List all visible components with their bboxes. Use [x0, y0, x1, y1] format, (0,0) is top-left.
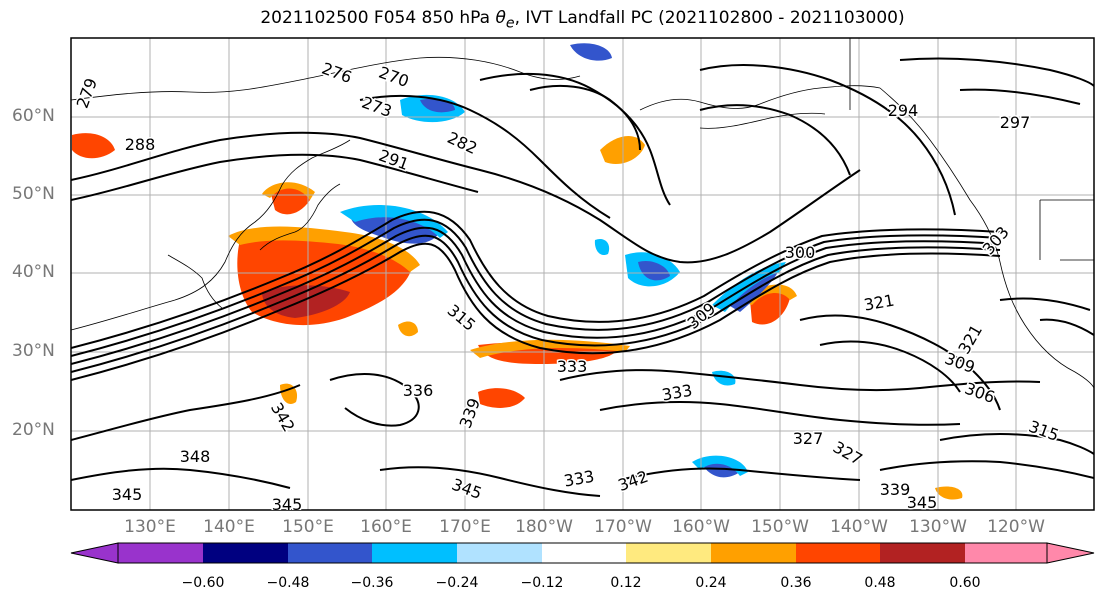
lat-label-50n: 50°N: [12, 184, 55, 204]
contour-label: 345: [272, 495, 303, 514]
contour-label: 288: [125, 135, 156, 154]
negative-anomaly-gulf-alaska-core: [638, 260, 670, 281]
map-frame: [70, 37, 1095, 511]
colorbar-tick-label: 0.24: [695, 575, 727, 591]
contour-label: 297: [1000, 113, 1031, 132]
lat-label-20n: 20°N: [12, 420, 55, 440]
lon-label-170e: 170°E: [439, 517, 491, 537]
contour-label: 333: [557, 357, 588, 376]
colorbar-tick-label: 0.48: [864, 575, 896, 591]
lon-label-140w: 140°W: [830, 517, 888, 537]
positive-anomaly-siberia: [72, 133, 115, 159]
colorbar-segment: [880, 543, 965, 563]
colorbar-tick-label: −0.48: [266, 575, 310, 591]
colorbar-tick-label: −0.24: [435, 575, 479, 591]
colorbar-tick-label: 0.12: [610, 575, 642, 591]
coastlines: [71, 38, 1094, 389]
colorbar-segment: [203, 543, 288, 563]
colorbar-tick-label: −0.60: [181, 575, 225, 591]
positive-anomaly-subtropical-rim: [470, 339, 630, 358]
graticule: [71, 38, 1094, 510]
colorbar-tick-label: 0.60: [949, 575, 981, 591]
map-title: 2021102500 F054 850 hPa θe, IVT Landfall…: [260, 8, 905, 32]
lon-label-120w: 120°W: [987, 517, 1045, 537]
positive-anomaly-east-asia-rim: [228, 226, 420, 272]
positive-anomaly-subtropics-east: [478, 388, 525, 408]
negative-anomaly-small-3: [594, 238, 610, 256]
colorbar-segment: [796, 543, 880, 563]
lat-label-30n: 30°N: [12, 341, 55, 361]
lon-label-180w: 180°W: [515, 517, 573, 537]
colorbar-segment: [542, 543, 626, 563]
colorbar-tick-label: −0.12: [520, 575, 564, 591]
colorbar-segment: [965, 543, 1047, 563]
contour-label: 336: [403, 381, 434, 400]
colorbar-segment: [118, 543, 203, 563]
positive-anomaly-japan-rim: [262, 182, 315, 200]
colorbar-tick-label: 0.36: [780, 575, 812, 591]
colorbar-segment: [626, 543, 711, 563]
contour-label: 294: [888, 101, 919, 120]
colorbar: [70, 542, 1095, 564]
colorbar-segment: [711, 543, 796, 563]
positive-anomaly-small-3: [935, 486, 963, 500]
contour-label: 300: [785, 243, 816, 262]
positive-anomaly-japan: [270, 184, 310, 215]
contour-label: 339: [880, 480, 911, 499]
negative-anomaly-small-2: [570, 43, 612, 61]
theta-e-contours: [71, 57, 1094, 497]
lon-label-160w: 160°W: [672, 517, 730, 537]
negative-anomaly-small-1: [712, 370, 736, 386]
negative-anomaly-jet-entrance-rim: [340, 204, 448, 238]
lon-label-160e: 160°E: [360, 517, 412, 537]
lon-label-130w: 130°W: [909, 517, 967, 537]
contour-label: 345: [907, 493, 938, 512]
contour-label: 348: [180, 447, 211, 466]
lon-label-140e: 140°E: [203, 517, 255, 537]
colorbar-tick-label: −0.36: [350, 575, 394, 591]
lon-label-150w: 150°W: [751, 517, 809, 537]
colorbar-extend-max: [1046, 542, 1095, 564]
lon-label-170w: 170°W: [594, 517, 652, 537]
lat-label-40n: 40°N: [12, 262, 55, 282]
colorbar-segment: [457, 543, 542, 563]
positive-anomaly-central-pacific-rim: [742, 284, 797, 305]
lon-label-150e: 150°E: [282, 517, 334, 537]
negative-anomaly-subtropics-rim: [692, 455, 748, 476]
contour-label: 327: [793, 429, 824, 448]
colorbar-extend-min: [70, 542, 119, 564]
lon-label-130e: 130°E: [124, 517, 176, 537]
colorbar-segment: [372, 543, 457, 563]
lat-label-60n: 60°N: [12, 106, 55, 126]
positive-anomaly-small-1: [398, 321, 418, 337]
colorbar-segment: [288, 543, 372, 563]
contour-label: 345: [112, 485, 143, 504]
